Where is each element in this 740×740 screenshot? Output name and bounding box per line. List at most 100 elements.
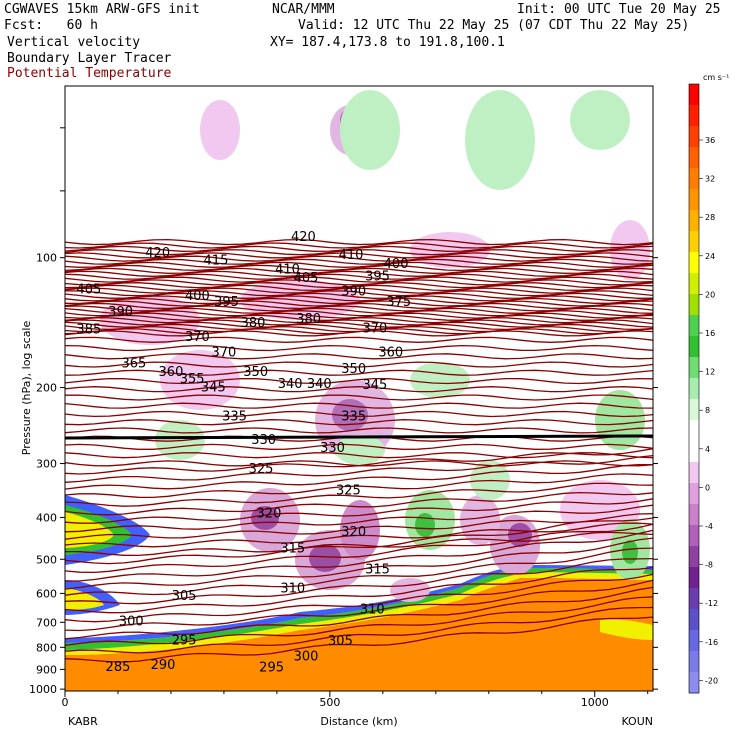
colorbar-label: 8 <box>705 406 710 415</box>
y-tick-label-300: 300 <box>36 458 57 471</box>
theta-contour <box>65 504 653 533</box>
y-tick-label-400: 400 <box>36 511 57 524</box>
colorbar-swatch <box>689 294 699 316</box>
colorbar-swatch <box>689 441 699 463</box>
colorbar-swatch <box>689 420 699 442</box>
theta-label: 315 <box>280 542 305 557</box>
plot-frame <box>64 85 654 692</box>
theta-contour <box>65 267 653 274</box>
colorbar-swatch <box>689 147 699 169</box>
colorbar-swatch <box>689 168 699 190</box>
theta-contour <box>65 336 653 343</box>
field-potential-temperature: Potential Temperature <box>7 66 172 81</box>
velocity-shading <box>65 90 653 691</box>
y-tick-label-600: 600 <box>36 587 57 600</box>
colorbar-label: 24 <box>705 252 715 261</box>
theta-contour <box>65 482 653 507</box>
theta-contour <box>65 284 653 292</box>
colorbar-label: -16 <box>705 638 718 647</box>
colorbar-swatch <box>689 651 699 673</box>
theta-label: 315 <box>365 562 390 577</box>
theta-label: 390 <box>341 284 366 299</box>
theta-contour <box>65 454 653 483</box>
colorbar-swatch <box>689 126 699 148</box>
theta-label: 370 <box>185 330 210 345</box>
theta-contour <box>65 249 653 256</box>
colorbar-label: 0 <box>705 483 710 492</box>
theta-contour <box>65 410 653 418</box>
theta-label: 395 <box>365 270 390 285</box>
model-title: CGWAVES 15km ARW-GFS init <box>4 2 200 17</box>
theta-contour <box>65 252 653 259</box>
y-tick-label-200: 200 <box>36 382 57 395</box>
colorbar-label: -20 <box>705 676 718 685</box>
colorbar-swatch <box>689 273 699 295</box>
colorbar-swatch <box>689 189 699 211</box>
theta-label: 350 <box>341 362 366 377</box>
theta-contour <box>65 522 653 548</box>
theta-contour <box>65 463 653 490</box>
theta-label: 390 <box>108 305 133 320</box>
colorbar-swatch <box>689 105 699 127</box>
theta-contour <box>65 419 653 426</box>
theta-contour <box>65 245 653 252</box>
theta-contour <box>65 606 653 654</box>
xy-endpoints: XY= 187.4,173.8 to 191.8,100.1 <box>270 35 505 50</box>
theta-contour <box>65 307 653 314</box>
theta-label: 405 <box>294 271 319 286</box>
colorbar-swatch <box>689 609 699 631</box>
y-tick-label-100: 100 <box>36 252 57 265</box>
colorbar-label: -4 <box>705 522 713 531</box>
colorbar-swatch <box>689 399 699 421</box>
theta-label: 355 <box>180 372 205 387</box>
colorbar-swatch <box>689 357 699 379</box>
theta-contour <box>65 498 653 524</box>
colorbar-swatch <box>689 84 699 106</box>
theta-contour <box>65 586 653 640</box>
theta-label: 370 <box>362 321 387 336</box>
y-axis-label: Pressure (hPa), log scale <box>20 321 33 456</box>
y-tick-label-1000: 1000 <box>29 683 57 696</box>
theta-label: 295 <box>172 634 197 649</box>
theta-contour <box>65 377 653 385</box>
theta-label: 295 <box>259 661 284 676</box>
colorbar-swatch <box>689 567 699 589</box>
theta-contour <box>65 264 653 272</box>
theta-label: 405 <box>76 283 101 298</box>
colorbar-swatch <box>689 546 699 568</box>
colorbar-swatch <box>689 504 699 526</box>
theta-contour <box>65 523 653 574</box>
theta-label: 325 <box>249 462 274 477</box>
theta-label: 300 <box>119 614 144 629</box>
colorbar-label: -12 <box>705 599 718 608</box>
theta-label: 305 <box>328 634 353 649</box>
y-axis: 100 200 300 400 500 600 700 800 900 1000 <box>29 127 658 696</box>
x-tick-label-0: 0 <box>62 696 69 709</box>
theta-label: 420 <box>291 230 316 245</box>
theta-label: 380 <box>241 316 266 331</box>
theta-contour <box>65 302 653 310</box>
colorbar-swatch <box>689 231 699 253</box>
theta-contour <box>65 616 653 663</box>
theta-label: 290 <box>151 658 176 673</box>
theta-label: 410 <box>275 263 300 278</box>
colorbar-swatch <box>689 672 699 694</box>
theta-label: 415 <box>204 254 229 269</box>
theta-label: 310 <box>360 602 385 617</box>
theta-contour <box>65 270 653 277</box>
theta-label: 320 <box>341 525 366 540</box>
theta-contour <box>65 258 653 265</box>
theta-label: 380 <box>296 312 321 327</box>
theta-label: 310 <box>280 582 305 597</box>
theta-contour <box>65 448 653 475</box>
colorbar-label: 16 <box>705 329 715 338</box>
theta-label: 330 <box>320 441 345 456</box>
theta-contour <box>65 361 653 368</box>
forecast-hour: Fcst: 60 h <box>4 18 98 33</box>
theta-contour <box>65 517 653 565</box>
init-time: Init: 00 UTC Tue 20 May 25 <box>517 2 721 17</box>
colorbar: 36 32 28 24 20 16 12 8 4 0 -4 -8 -12 -16 -20 <box>688 83 718 694</box>
theta-label: 345 <box>362 378 387 393</box>
colorbar-swatch <box>689 483 699 505</box>
